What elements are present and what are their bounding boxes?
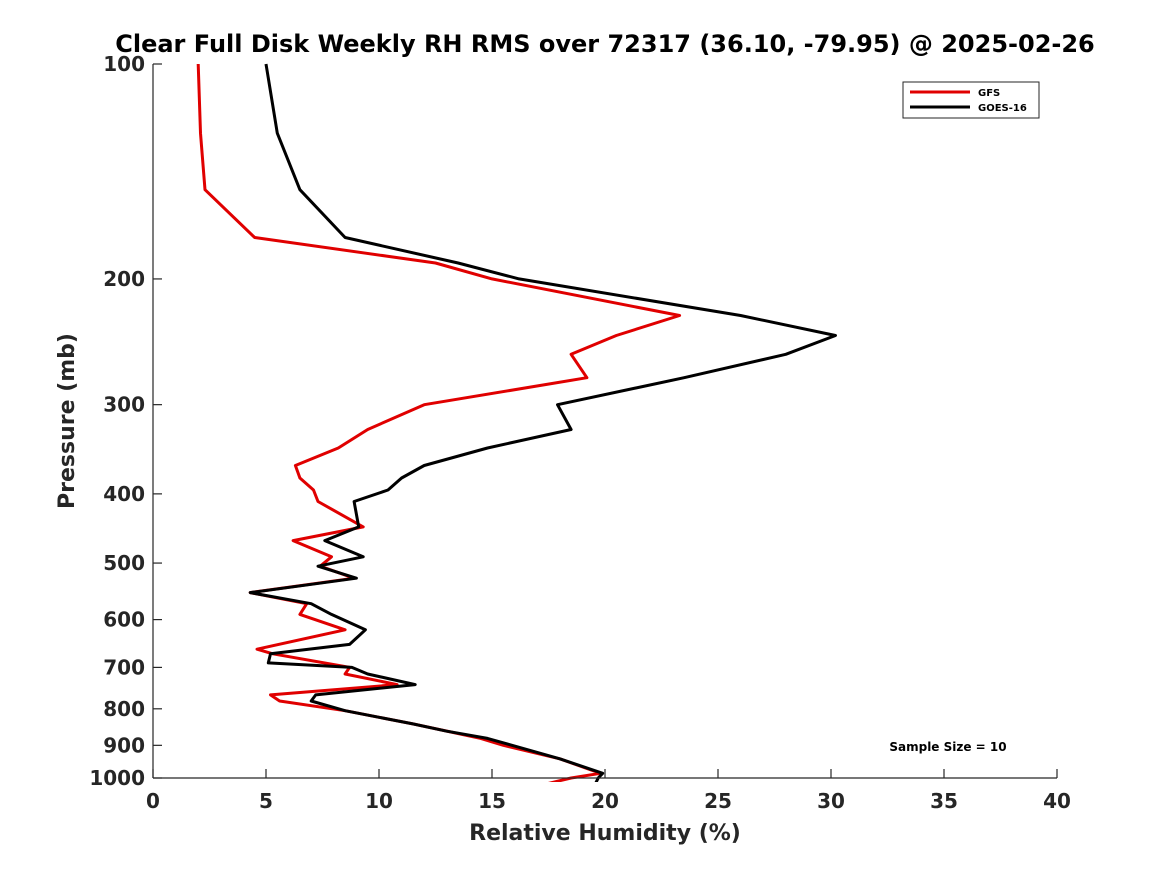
x-tick-label-0: 0 (146, 789, 160, 813)
x-tick-label-3: 15 (478, 789, 506, 813)
x-tick-label-1: 5 (259, 789, 273, 813)
x-tick-label-6: 30 (817, 789, 845, 813)
y-tick-label-4: 500 (103, 551, 145, 575)
x-tick-label-4: 20 (591, 789, 619, 813)
x-tick-label-8: 40 (1043, 789, 1071, 813)
y-axis-label: Pressure (mb) (55, 333, 80, 509)
y-tick-label-1: 200 (103, 267, 145, 291)
legend-label-goes-16: GOES-16 (978, 103, 1027, 114)
axes (152, 64, 1057, 779)
legend-label-gfs: GFS (978, 88, 1000, 99)
y-tick-label-3: 400 (103, 482, 145, 506)
x-tick-label-2: 10 (365, 789, 393, 813)
chart-title: Clear Full Disk Weekly RH RMS over 72317… (115, 30, 1095, 58)
y-tick-label-5: 600 (103, 608, 145, 632)
y-tick-label-6: 700 (103, 655, 145, 679)
legend-box (902, 81, 1040, 119)
y-tick-label-0: 100 (103, 52, 145, 76)
x-ticks: 0 5 10 15 20 25 30 35 40 (146, 769, 1071, 813)
y-tick-label-2: 300 (103, 393, 145, 417)
y-tick-label-7: 800 (103, 697, 145, 721)
y-tick-label-9: 1000 (89, 766, 145, 790)
y-ticks: 100 200 300 400 500 600 700 800 900 1000 (89, 52, 162, 790)
x-axis-label: Relative Humidity (%) (469, 821, 741, 846)
sample-size-annotation: Sample Size = 10 (889, 740, 1006, 754)
series-layer (196, 63, 837, 782)
x-tick-label-7: 35 (930, 789, 958, 813)
x-tick-label-5: 25 (704, 789, 732, 813)
plot-area (196, 63, 837, 782)
y-tick-label-8: 900 (103, 733, 145, 757)
series-line-gfs (196, 63, 682, 782)
series-line-goes-16 (248, 63, 837, 782)
legend: GFS GOES-16 (902, 81, 1040, 119)
